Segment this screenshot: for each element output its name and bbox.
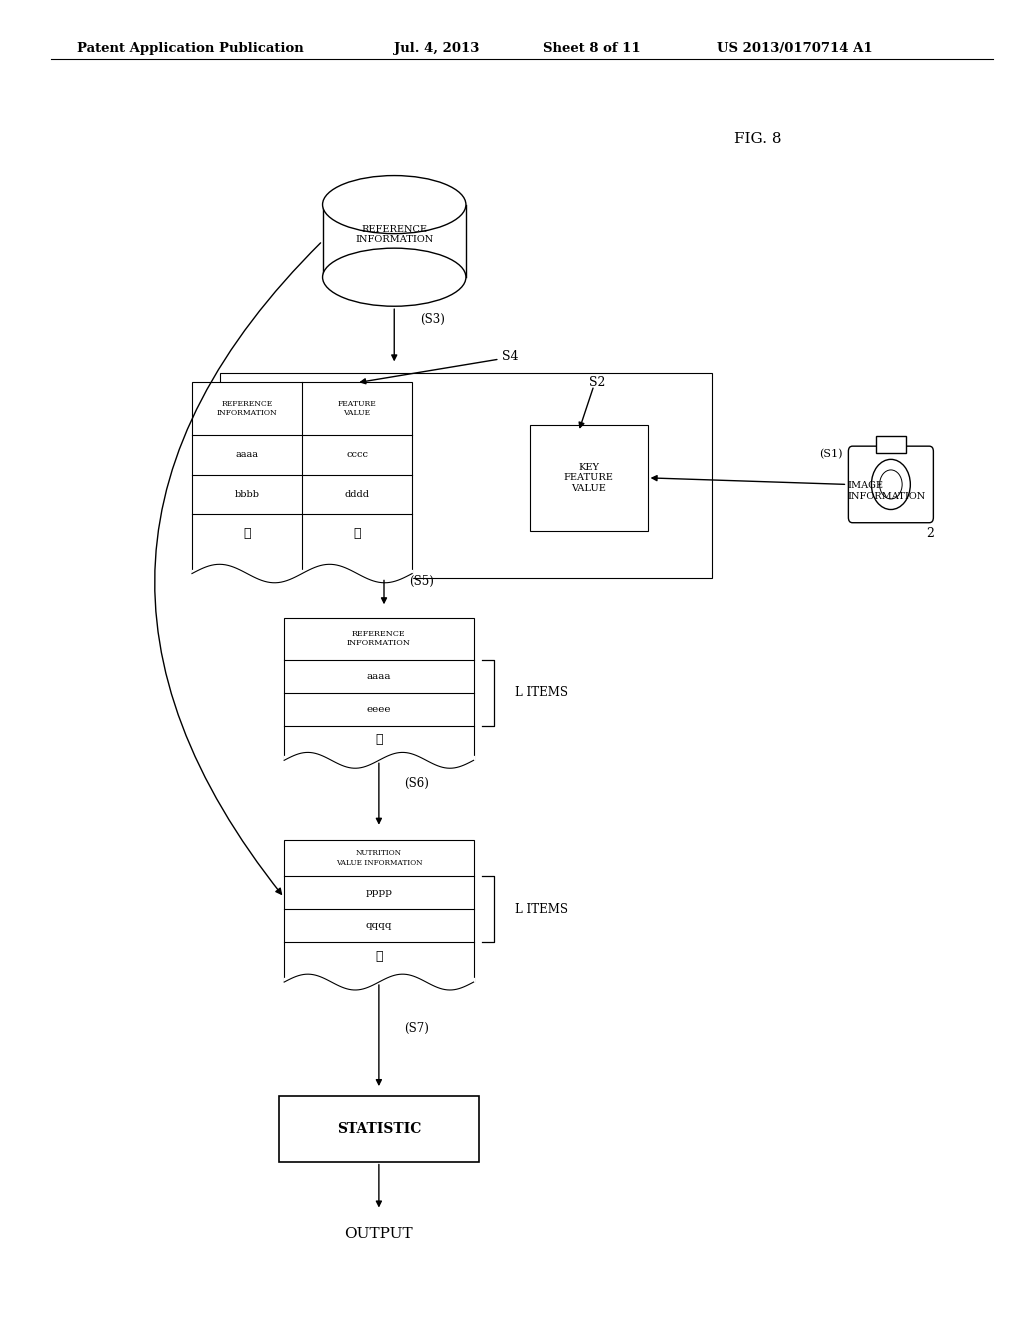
Text: REFERENCE
INFORMATION: REFERENCE INFORMATION [355, 224, 433, 244]
Text: eeee: eeee [367, 705, 391, 714]
Text: REFERENCE
INFORMATION: REFERENCE INFORMATION [217, 400, 278, 417]
Text: FEATURE
VALUE: FEATURE VALUE [338, 400, 377, 417]
Text: dddd: dddd [345, 490, 370, 499]
Text: cccc: cccc [346, 450, 368, 459]
Text: KEY
FEATURE
VALUE: KEY FEATURE VALUE [564, 463, 613, 492]
Text: (S6): (S6) [404, 777, 429, 789]
Text: Patent Application Publication: Patent Application Publication [77, 42, 303, 55]
FancyBboxPatch shape [848, 446, 934, 523]
Text: ⋮: ⋮ [375, 734, 383, 746]
FancyBboxPatch shape [876, 436, 906, 453]
Text: FIG. 8: FIG. 8 [734, 132, 781, 145]
Text: US 2013/0170714 A1: US 2013/0170714 A1 [717, 42, 872, 55]
Text: (S7): (S7) [404, 1022, 429, 1035]
Text: STATISTIC: STATISTIC [337, 1122, 421, 1135]
FancyBboxPatch shape [530, 425, 647, 531]
Text: (S5): (S5) [410, 576, 434, 589]
Text: Jul. 4, 2013: Jul. 4, 2013 [394, 42, 479, 55]
FancyBboxPatch shape [284, 618, 473, 760]
Text: NUTRITION
VALUE INFORMATION: NUTRITION VALUE INFORMATION [336, 849, 422, 867]
FancyBboxPatch shape [284, 840, 473, 982]
Text: (S3): (S3) [420, 313, 444, 326]
Text: pppp: pppp [366, 888, 392, 898]
FancyBboxPatch shape [279, 1096, 478, 1162]
Text: bbbb: bbbb [234, 490, 259, 499]
Text: ⋮: ⋮ [375, 950, 383, 962]
Text: S4: S4 [502, 350, 518, 363]
Text: 2: 2 [926, 527, 934, 540]
Text: S2: S2 [589, 376, 605, 389]
FancyBboxPatch shape [323, 205, 466, 277]
Text: ⋮: ⋮ [353, 528, 360, 540]
FancyBboxPatch shape [321, 246, 468, 277]
Text: ⋮: ⋮ [244, 528, 251, 540]
Text: IMAGE
INFORMATION: IMAGE INFORMATION [848, 482, 926, 500]
FancyBboxPatch shape [220, 372, 712, 578]
FancyBboxPatch shape [193, 383, 412, 573]
Text: OUTPUT: OUTPUT [344, 1228, 414, 1241]
Text: aaaa: aaaa [236, 450, 258, 459]
Ellipse shape [323, 248, 466, 306]
Text: L ITEMS: L ITEMS [515, 686, 567, 700]
Text: qqqq: qqqq [366, 921, 392, 931]
Text: (S1): (S1) [819, 449, 842, 459]
Ellipse shape [323, 176, 466, 234]
Text: L ITEMS: L ITEMS [515, 903, 567, 916]
Text: aaaa: aaaa [367, 672, 391, 681]
Text: Sheet 8 of 11: Sheet 8 of 11 [543, 42, 640, 55]
Text: REFERENCE
INFORMATION: REFERENCE INFORMATION [347, 630, 411, 648]
